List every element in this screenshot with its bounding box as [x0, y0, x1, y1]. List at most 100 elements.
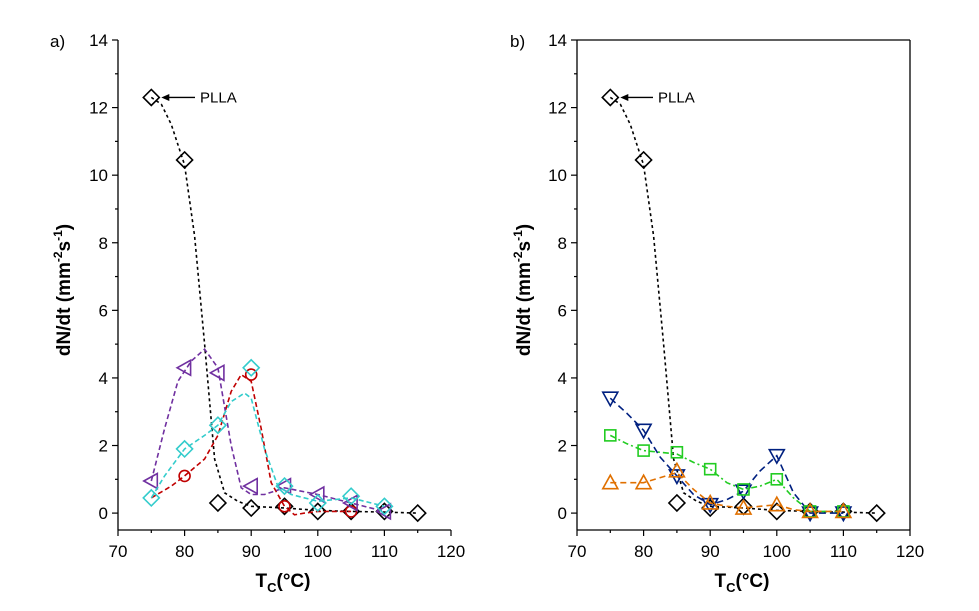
- annotation-arrowhead: [161, 93, 170, 101]
- series-line-green-square: [609, 434, 844, 513]
- x-tick-label: 100: [304, 542, 332, 561]
- data-point-PLLA: [601, 88, 620, 107]
- data-point-orange-triangle: [668, 461, 686, 478]
- x-axis-title-main: T: [256, 571, 268, 592]
- data-point-orange-triangle: [701, 493, 720, 510]
- data-point-PLLA: [667, 493, 687, 513]
- y-axis-title-tail: ): [54, 224, 75, 230]
- y-axis-title-sup2: -1: [51, 230, 65, 241]
- x-axis-title-unit: (°C): [277, 571, 311, 592]
- series-red-circle: [150, 368, 358, 518]
- y-tick-label: 4: [558, 369, 567, 388]
- x-tick-label: 120: [437, 542, 465, 561]
- data-point-blue-down-triangle: [834, 506, 853, 523]
- data-point-PLLA: [242, 498, 261, 518]
- data-point-purple-left-triangle: [242, 477, 259, 495]
- y-axis-title-sup1: -2: [51, 251, 65, 262]
- data-point-green-square: [603, 429, 617, 442]
- data-point-purple-left-triangle: [341, 494, 358, 512]
- y-tick-label: 12: [89, 99, 108, 118]
- data-point-red-circle: [278, 500, 291, 513]
- panel-label: a): [50, 32, 65, 51]
- data-point-green-square: [737, 483, 750, 496]
- data-point-cyan-diamond: [375, 497, 394, 516]
- x-axis-title-unit: (°C): [736, 571, 770, 592]
- x-tick-label: 80: [634, 542, 653, 561]
- y-tick-label: 0: [99, 504, 108, 523]
- data-point-PLLA: [142, 88, 161, 107]
- data-point-PLLA: [208, 493, 228, 513]
- annotation-arrowhead: [620, 93, 629, 101]
- x-tick-label: 70: [109, 542, 128, 561]
- series-orange-triangle: [601, 461, 853, 519]
- data-point-purple-left-triangle: [375, 502, 392, 521]
- x-tick-label: 110: [830, 542, 857, 561]
- series-line-PLLA: [609, 96, 877, 514]
- chart-panel-b: 70 80 90 100 110 120 0 2 4 6 8 10 12 14 b) TC(°C) dN/dt …: [510, 31, 924, 595]
- data-point-cyan-diamond: [142, 488, 161, 508]
- series-PLLA: [142, 88, 427, 523]
- data-point-blue-down-triangle: [701, 497, 720, 514]
- y-tick-label: 8: [558, 234, 567, 253]
- x-axis-title-subscript: C: [726, 580, 736, 595]
- data-point-blue-down-triangle: [734, 484, 753, 501]
- annotation-label: PLLA: [658, 89, 695, 106]
- data-point-PLLA: [408, 503, 427, 523]
- data-point-red-circle: [344, 505, 358, 518]
- data-point-orange-triangle: [601, 473, 620, 490]
- series-line-red-circle: [150, 373, 352, 516]
- data-point-PLLA: [308, 502, 327, 521]
- y-axis-title: dN/dt (mm-2s-1): [511, 224, 535, 356]
- y-axis-title-main: dN/dt (mm: [54, 262, 75, 356]
- data-point-purple-left-triangle: [208, 364, 225, 382]
- data-point-green-square: [770, 473, 784, 486]
- y-axis-title-mid: s: [514, 241, 535, 252]
- y-axis-title-sup1: -2: [511, 251, 525, 262]
- series-green-square: [603, 429, 850, 518]
- x-tick-label: 80: [175, 542, 194, 561]
- x-axis-title-main: T: [715, 571, 727, 592]
- data-point-red-circle: [244, 368, 258, 381]
- data-point-PLLA: [767, 502, 786, 521]
- data-point-blue-down-triangle: [634, 423, 653, 440]
- y-axis-title-mid: s: [54, 241, 75, 252]
- y-tick-label: 12: [548, 99, 567, 118]
- data-point-cyan-diamond: [275, 476, 294, 496]
- series-line-orange-triangle: [610, 471, 844, 513]
- y-axis-title-sup2: -1: [511, 230, 525, 241]
- data-point-PLLA: [867, 503, 886, 523]
- y-axis-title-tail: ): [514, 224, 535, 230]
- data-point-blue-down-triangle: [801, 506, 819, 523]
- y-tick-label: 4: [99, 369, 108, 388]
- chart-panel-a: 70 80 90 100 110 120 0 2 4 6 8 10 12 14 a) TC(°C) dN/dt …: [50, 31, 465, 595]
- y-tick-label: 2: [558, 437, 567, 456]
- y-tick-label: 14: [89, 31, 108, 50]
- data-point-orange-triangle: [801, 502, 819, 519]
- y-tick-label: 10: [89, 166, 108, 185]
- series-line-blue-down-triangle: [609, 397, 844, 514]
- y-tick-label: 0: [558, 504, 567, 523]
- y-tick-label: 8: [99, 234, 108, 253]
- data-point-blue-down-triangle: [601, 391, 620, 408]
- data-point-green-square: [670, 445, 684, 459]
- y-tick-label: 6: [558, 301, 567, 320]
- data-point-purple-left-triangle: [175, 358, 192, 377]
- y-tick-label: 6: [99, 301, 108, 320]
- x-tick-label: 90: [242, 542, 261, 561]
- x-tick-label: 90: [701, 542, 720, 561]
- data-point-green-square: [637, 444, 650, 457]
- annotation-label: PLLA: [200, 89, 237, 106]
- y-axis-title-main: dN/dt (mm: [514, 262, 535, 356]
- data-point-PLLA: [175, 150, 194, 170]
- y-tick-label: 10: [548, 166, 567, 185]
- x-tick-label: 110: [371, 542, 398, 561]
- data-point-cyan-diamond: [242, 358, 261, 377]
- series-line-PLLA: [150, 96, 418, 514]
- series-purple-left-triangle: [142, 348, 392, 521]
- data-point-red-circle: [178, 469, 191, 483]
- y-axis-title: dN/dt (mm-2s-1): [51, 224, 75, 356]
- data-point-cyan-diamond: [175, 439, 194, 459]
- x-tick-label: 70: [568, 542, 587, 561]
- data-point-orange-triangle: [834, 502, 853, 519]
